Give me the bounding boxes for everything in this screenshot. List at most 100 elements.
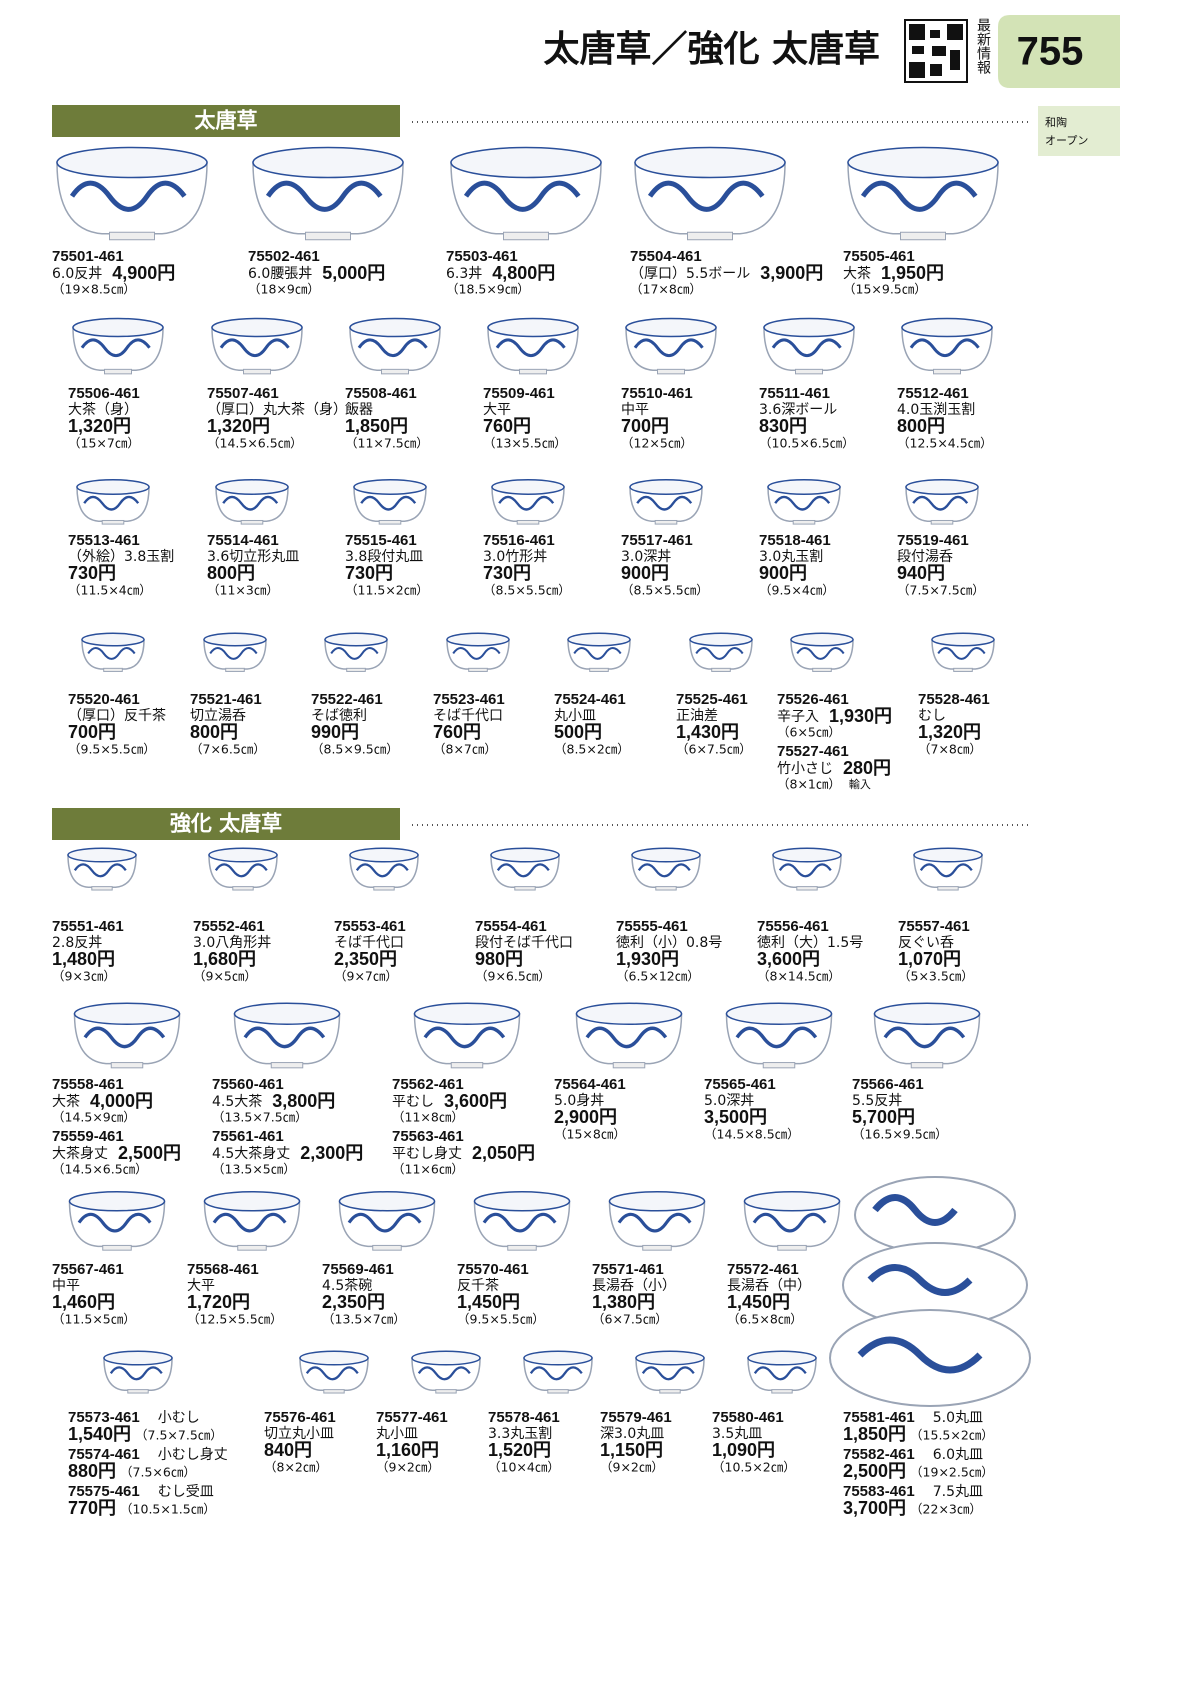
bowl-body (743, 1200, 841, 1248)
item-price: 1,320円 (68, 416, 131, 436)
item-note: 輸入 (849, 778, 871, 791)
bowl-foot (687, 231, 733, 241)
bowl-foot (795, 368, 823, 375)
product-image (575, 1002, 683, 1069)
item-price: 1,460円 (52, 1292, 115, 1312)
item-code: 75508-461 (345, 385, 417, 402)
item-size: （6.5×12㎝） (616, 969, 700, 984)
item-code: 75583-461 (843, 1483, 915, 1500)
item-size: （8×14.5㎝） (757, 969, 841, 984)
bowl-rim (913, 847, 983, 863)
item-code: 75557-461 (898, 918, 970, 935)
item-name: 6.0反丼 (52, 266, 102, 282)
bowl-foot (812, 667, 832, 672)
bowl-rim (772, 847, 842, 863)
item-size: （15.5×2㎝） (910, 1428, 994, 1443)
item-name: 平むし (392, 1094, 434, 1110)
bowl-rim (608, 1191, 706, 1212)
item-name: 段付そば千代口 (475, 935, 573, 951)
item-size: （7.5×7.5㎝） (135, 1428, 223, 1443)
bowl-foot (381, 368, 409, 375)
bowl-pattern (796, 647, 845, 660)
item-code: 75517-461 (621, 532, 693, 549)
bowl-body (349, 854, 419, 889)
product-image (413, 1002, 521, 1069)
bowl-foot (762, 1062, 796, 1069)
item-code: 75580-461 (712, 1409, 784, 1426)
item-price: 1,850円 (345, 416, 408, 436)
bowl-rim (67, 847, 137, 863)
item-name: そば徳利 (311, 708, 367, 724)
item-price: 1,520円 (488, 1440, 551, 1460)
item-price: 3,900円 (760, 263, 823, 283)
item-name: 3.6深ボール (759, 402, 837, 418)
bowl-pattern (109, 1366, 163, 1381)
bowl-pattern (243, 1026, 326, 1049)
item-size: （8×7㎝） (433, 742, 497, 757)
bowl-body (473, 1200, 571, 1248)
product-image (790, 632, 854, 672)
item-name: 5.0丸皿 (933, 1410, 983, 1426)
item-price: 800円 (897, 416, 945, 436)
bowl-rim (208, 847, 278, 863)
item-code: 75527-461 (777, 743, 849, 760)
bowl-pattern (498, 495, 555, 511)
bowl-pattern (330, 647, 379, 660)
bowl-foot (468, 667, 488, 672)
bowl-pattern (73, 863, 127, 878)
item-name: 竹小さじ (777, 761, 833, 777)
item-size: （11×8㎝） (392, 1110, 464, 1125)
item-code: 75553-461 (334, 918, 406, 935)
item-price: 5,700円 (852, 1107, 915, 1127)
bowl-body (73, 1013, 181, 1065)
product-image (68, 1191, 166, 1251)
bowl-rim (763, 317, 855, 338)
product-image (725, 1002, 833, 1069)
bowl-rim (411, 1350, 481, 1366)
bowl-body (608, 1200, 706, 1248)
item-size: （9×7㎝） (334, 969, 398, 984)
item-name: 5.0深丼 (704, 1093, 754, 1109)
item-price: 1,090円 (712, 1440, 775, 1460)
item-size: （15×9.5㎝） (843, 282, 927, 297)
item-price: 760円 (483, 416, 531, 436)
item-code: 75507-461 (207, 385, 279, 402)
bowl-foot (514, 886, 536, 891)
item-code: 75576-461 (264, 1409, 336, 1426)
bowl-foot (346, 667, 366, 672)
bowl-foot (101, 519, 125, 525)
item-size: （7×8㎝） (918, 742, 982, 757)
bowl-foot (792, 519, 816, 525)
item-code: 75569-461 (322, 1261, 394, 1278)
section-title: 太唐草 (195, 108, 258, 133)
bowl-rim (567, 632, 631, 647)
item-size: （14.5×6.5㎝） (52, 1162, 148, 1177)
item-price: 760円 (433, 722, 481, 742)
bowl-rim (631, 847, 701, 863)
bowl-body (76, 486, 150, 522)
bowl-pattern (752, 1212, 827, 1233)
item-size: （10.5×6.5㎝） (759, 436, 855, 451)
item-price: 830円 (759, 416, 807, 436)
page-title: 太唐草／強化 太唐草 (543, 28, 880, 70)
bowl-foot (612, 1062, 646, 1069)
bowl-body (450, 161, 602, 235)
item-price: 1,850円 (843, 1424, 906, 1444)
item-name: そば千代口 (433, 708, 503, 724)
item-name: 3.8段付丸皿 (345, 549, 423, 565)
item-name: 大平 (483, 402, 511, 418)
product-image (901, 317, 993, 375)
bowl-body (103, 1357, 173, 1392)
item-price: 3,500円 (704, 1107, 767, 1127)
bowl-pattern (937, 647, 986, 660)
product-image (608, 1191, 706, 1251)
item-code: 75528-461 (918, 691, 990, 708)
item-size: （19×2.5㎝） (910, 1465, 994, 1480)
item-code: 75520-461 (68, 691, 140, 708)
item-size: （11×6㎝） (392, 1162, 464, 1177)
bowl-pattern (753, 1366, 807, 1381)
item-code: 75526-461 (777, 691, 849, 708)
item-name: 徳利（小）0.8号 (616, 935, 722, 951)
item-name: 4.0玉渕玉割 (897, 402, 975, 418)
bowl-pattern (909, 338, 980, 358)
